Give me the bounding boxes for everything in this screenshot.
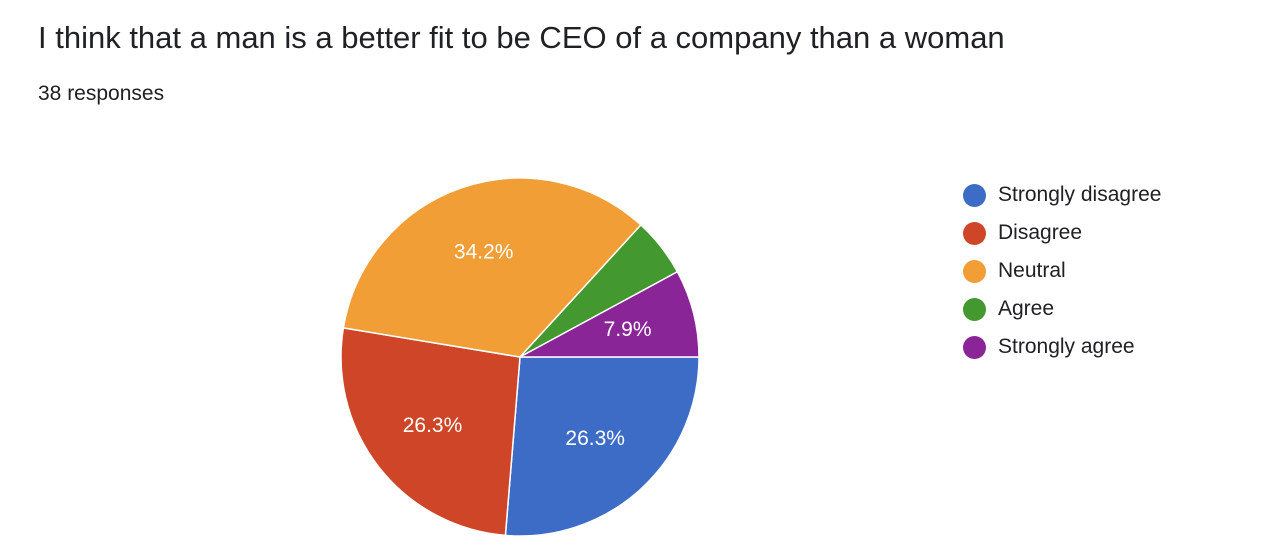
legend-swatch xyxy=(963,297,986,321)
legend-swatch xyxy=(963,335,986,359)
legend-swatch xyxy=(963,221,986,245)
response-count: 38 responses xyxy=(38,82,165,105)
legend-label: Neutral xyxy=(998,259,1066,282)
legend-item-neutral[interactable]: Neutral xyxy=(963,252,1161,290)
pie-labels: 26.3% 26.3% 34.2% 7.9% xyxy=(403,241,652,451)
pie-slice-strongly-agree[interactable] xyxy=(519,271,700,358)
slice-label: 26.3% xyxy=(565,427,625,450)
pie-slices xyxy=(340,177,700,537)
legend-label: Disagree xyxy=(998,221,1083,244)
legend-swatch xyxy=(963,259,986,283)
slice-label: 7.9% xyxy=(604,318,652,341)
legend-label: Strongly disagree xyxy=(998,183,1162,206)
legend-item-strongly-agree[interactable]: Strongly agree xyxy=(963,328,1161,366)
legend-item-disagree[interactable]: Disagree xyxy=(963,214,1161,252)
chart-title: I think that a man is a better fit to be… xyxy=(38,20,1005,55)
chart-legend: Strongly disagree Disagree Neutral Agree Str… xyxy=(963,176,1161,366)
slice-label: 34.2% xyxy=(454,241,514,264)
pie-slice-disagree[interactable] xyxy=(340,327,521,537)
slice-label: 26.3% xyxy=(403,414,463,437)
legend-item-agree[interactable]: Agree xyxy=(963,290,1161,328)
legend-item-strongly-disagree[interactable]: Strongly disagree xyxy=(963,176,1161,214)
pie-slice-neutral[interactable] xyxy=(342,177,642,358)
legend-label: Agree xyxy=(998,297,1055,320)
legend-label: Strongly agree xyxy=(998,335,1135,358)
legend-swatch xyxy=(963,183,986,207)
pie-slice-strongly-disagree[interactable] xyxy=(504,356,700,537)
